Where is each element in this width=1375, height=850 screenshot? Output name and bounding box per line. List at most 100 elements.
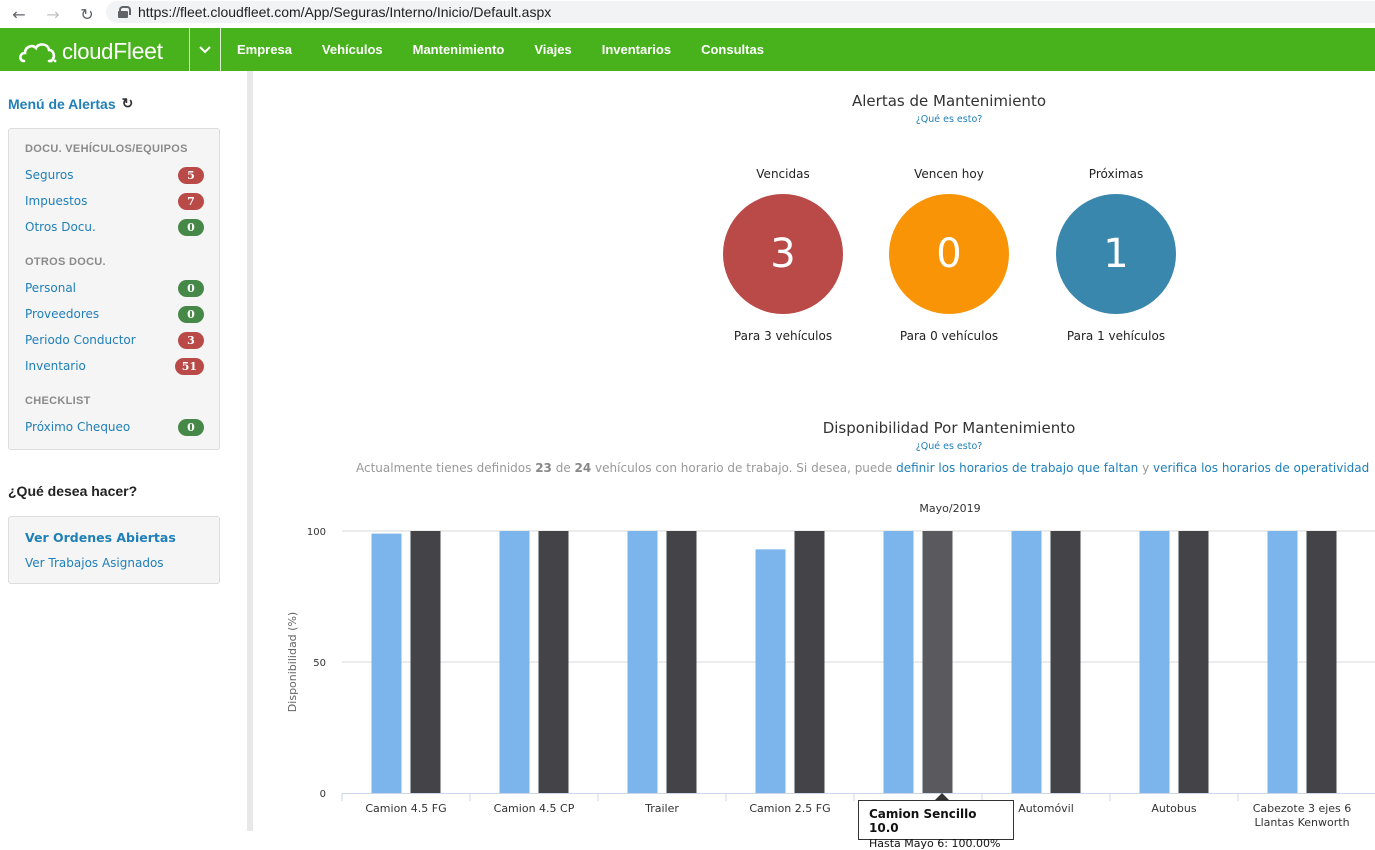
- menu-vehiculos[interactable]: Vehículos: [321, 42, 383, 57]
- nav-divider: [220, 28, 221, 71]
- bar: [371, 533, 402, 793]
- count-badge: 5: [178, 167, 204, 184]
- alert-label: Vencidas: [756, 167, 810, 181]
- alert-subtext: Para 3 vehículos: [733, 329, 833, 343]
- sidebar-item-seguros[interactable]: Seguros: [25, 168, 74, 182]
- alerts-panel: DOCU. VEHÍCULOS/EQUIPOS Seguros 5 Impues…: [8, 128, 220, 450]
- alert-label: Vencen hoy: [914, 167, 984, 181]
- sidebar-item-impuestos[interactable]: Impuestos: [25, 194, 88, 208]
- bar: [922, 531, 953, 793]
- alerts-help-link[interactable]: ¿Qué es esto?: [915, 114, 983, 125]
- actions-question: ¿Qué desea hacer?: [8, 483, 138, 499]
- alert-count-circle[interactable]: 1: [1056, 194, 1176, 314]
- alert-card-vencidas[interactable]: Vencidas 3 Para 3 vehículos: [703, 167, 863, 343]
- chevron-down-icon[interactable]: [190, 28, 220, 71]
- bar: [883, 531, 914, 793]
- bar: [1178, 531, 1209, 793]
- bar: [755, 549, 786, 793]
- count-badge: 51: [174, 358, 204, 375]
- bar: [627, 531, 658, 793]
- forward-arrow-icon[interactable]: →: [46, 4, 60, 24]
- sidebar-scrollbar[interactable]: [247, 71, 253, 831]
- sidebar-item-personal[interactable]: Personal: [25, 281, 77, 295]
- count-badge: 0: [178, 219, 204, 236]
- logo-text: cloudFleet: [62, 38, 163, 64]
- open-orders-link[interactable]: Ver Ordenes Abiertas: [25, 530, 176, 545]
- bar: [538, 531, 569, 793]
- cloudfleet-logo[interactable]: cloudFleet: [18, 36, 163, 64]
- alerts-title: Alertas de Mantenimiento: [852, 92, 1046, 110]
- alert-count-circle[interactable]: 3: [723, 194, 843, 314]
- tooltip-value: Hasta Mayo 6: 100.00%: [869, 837, 1001, 850]
- menu-mantenimiento[interactable]: Mantenimiento: [412, 42, 505, 57]
- count-badge: 0: [178, 419, 204, 436]
- cloud-icon: [19, 43, 57, 63]
- x-tick-label: Camion 2.5 FG: [749, 802, 830, 815]
- bar: [499, 531, 530, 793]
- lock-icon: [118, 6, 131, 18]
- verify-schedules-link[interactable]: verifica los horarios de operatividad: [1153, 461, 1370, 475]
- bar: [1011, 531, 1042, 793]
- menu-viajes[interactable]: Viajes: [534, 42, 572, 57]
- bar: [1050, 531, 1081, 793]
- defined-count: 23: [535, 461, 552, 475]
- bar: [1306, 531, 1337, 793]
- refresh-icon[interactable]: ↻: [121, 95, 134, 111]
- url-text[interactable]: https://fleet.cloudfleet.com/App/Seguras…: [138, 4, 552, 20]
- availability-chart: Mayo/2019 Disponibilidad (%) 0 50 100 Camion …: [286, 502, 1375, 829]
- count-badge: 3: [178, 332, 204, 349]
- alert-count-circle[interactable]: 0: [889, 194, 1009, 314]
- bar: [666, 531, 697, 793]
- bar: [410, 531, 441, 793]
- x-tick-label: Camion 4.5 FG: [365, 802, 446, 815]
- reload-icon[interactable]: ↻: [80, 4, 94, 24]
- alert-card-vencen-hoy[interactable]: Vencen hoy 0 Para 0 vehículos: [869, 167, 1029, 343]
- sidebar-item-otros-docu[interactable]: Otros Docu.: [25, 220, 96, 234]
- address-bar[interactable]: https://fleet.cloudfleet.com/App/Seguras…: [106, 1, 1375, 23]
- sidebar-item-inventario[interactable]: Inventario: [25, 359, 86, 373]
- section-heading: DOCU. VEHÍCULOS/EQUIPOS: [25, 143, 188, 155]
- chart-title: Mayo/2019: [919, 502, 980, 515]
- alert-label: Próximas: [1088, 167, 1144, 181]
- actions-panel: Ver Ordenes Abiertas Ver Trabajos Asigna…: [8, 516, 220, 584]
- x-tick-label: Camion 4.5 CP: [494, 802, 575, 815]
- browser-toolbar: ← → ↻ https://fleet.cloudfleet.com/App/S…: [0, 0, 1375, 28]
- nav-divider: [189, 28, 190, 71]
- y-tick-label: 50: [313, 658, 326, 669]
- availability-description: Actualmente tienes definidos 23 de 24 ve…: [356, 461, 1370, 475]
- count-badge: 0: [178, 280, 204, 297]
- x-tick-label: Automóvil: [1018, 802, 1074, 815]
- total-count: 24: [574, 461, 592, 475]
- alerts-menu-title: Menú de Alertas ↻: [8, 95, 134, 112]
- y-tick-label: 100: [307, 527, 326, 538]
- count-badge: 7: [178, 193, 204, 210]
- x-tick-label: Trailer: [644, 802, 679, 815]
- x-tick-label: Autobus: [1151, 802, 1196, 815]
- sidebar-item-proveedores[interactable]: Proveedores: [25, 307, 100, 321]
- alert-card-proximas[interactable]: Próximas 1 Para 1 vehículos: [1036, 167, 1196, 343]
- chart-tooltip: Camion Sencillo 10.0 Hasta Mayo 6: 100.0…: [858, 800, 1014, 850]
- availability-title: Disponibilidad Por Mantenimiento: [822, 419, 1076, 437]
- menu-consultas[interactable]: Consultas: [701, 42, 764, 57]
- y-tick-label: 0: [320, 789, 326, 800]
- back-arrow-icon[interactable]: ←: [12, 4, 26, 24]
- tooltip-arrow: [935, 793, 949, 800]
- sidebar-item-periodo-conductor[interactable]: Periodo Conductor: [25, 333, 136, 347]
- x-tick-label: Llantas Kenworth: [1254, 816, 1349, 829]
- availability-help-link[interactable]: ¿Qué es esto?: [915, 441, 983, 452]
- menu-empresa[interactable]: Empresa: [237, 42, 292, 57]
- section-heading: OTROS DOCU.: [25, 256, 106, 268]
- sidebar: Menú de Alertas ↻ DOCU. VEHÍCULOS/EQUIPO…: [0, 71, 250, 831]
- alert-subtext: Para 0 vehículos: [899, 329, 999, 343]
- x-tick-label: Cabezote 3 ejes 6: [1253, 802, 1352, 815]
- define-schedules-link[interactable]: definir los horarios de trabajo que falt…: [896, 461, 1139, 475]
- main-content: Alertas de Mantenimiento ¿Qué es esto? V…: [253, 71, 1375, 850]
- sidebar-item-proximo-chequeo[interactable]: Próximo Chequeo: [25, 420, 131, 434]
- y-axis-label: Disponibilidad (%): [286, 612, 299, 712]
- menu-inventarios[interactable]: Inventarios: [601, 42, 672, 57]
- assigned-jobs-link[interactable]: Ver Trabajos Asignados: [25, 556, 164, 570]
- bar: [794, 531, 825, 793]
- count-badge: 0: [178, 306, 204, 323]
- top-navbar: cloudFleet Empresa Vehículos Mantenimien…: [0, 28, 1375, 71]
- alert-subtext: Para 1 vehículos: [1066, 329, 1166, 343]
